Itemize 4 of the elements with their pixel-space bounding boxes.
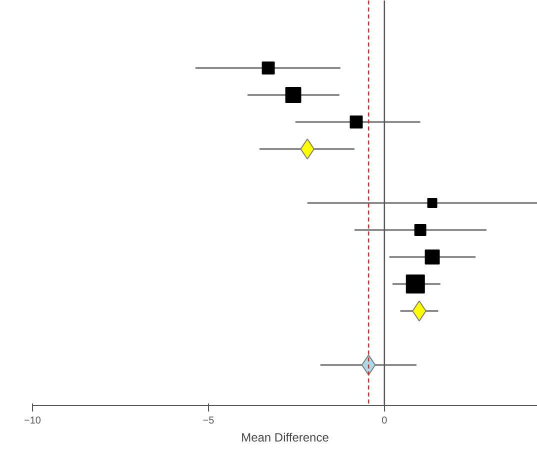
x-axis-title: Mean Difference [241, 430, 330, 444]
x-tick-label: 0 [382, 416, 388, 426]
x-tick-label: −5 [202, 416, 215, 426]
x-tick-label: −10 [24, 416, 42, 426]
